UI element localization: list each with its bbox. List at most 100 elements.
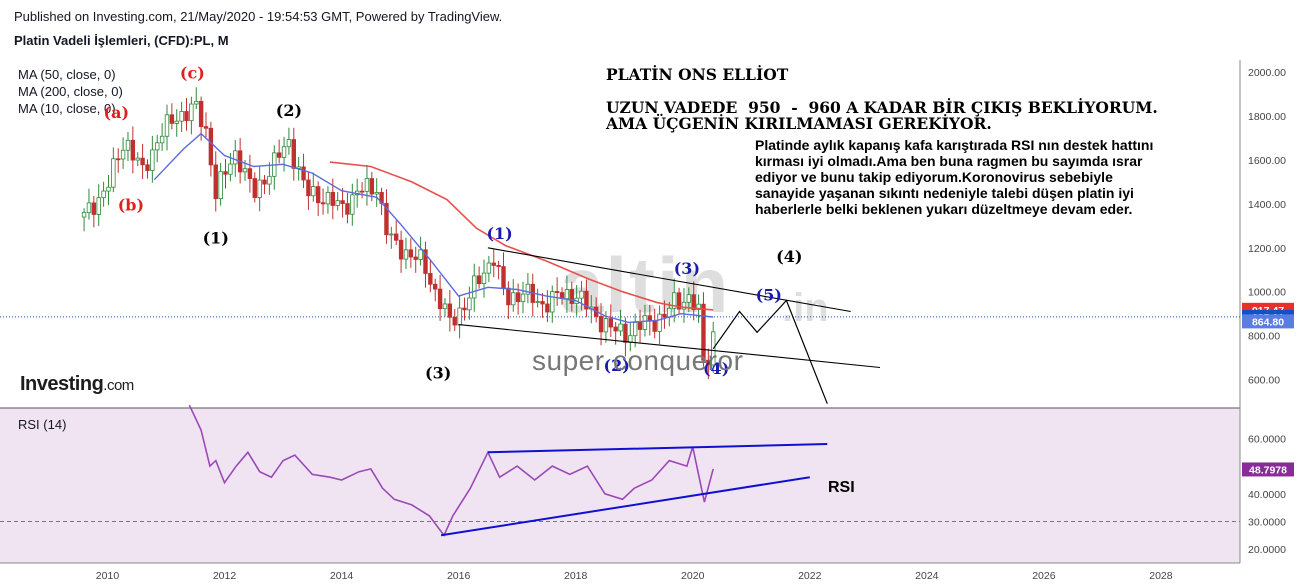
rsi-tick-label: 30.0000 <box>1248 516 1286 528</box>
candle-body <box>696 303 701 310</box>
logo-suffix: .com <box>103 377 134 394</box>
candle-body <box>218 171 223 200</box>
symbol-title: Platin Vadeli İşlemleri, (CFD):PL, M <box>14 33 229 48</box>
candle-body <box>252 178 257 198</box>
ma50-line <box>329 161 714 311</box>
wave-label: (5) <box>756 285 782 304</box>
candle-body <box>398 239 404 260</box>
wave-label: (1) <box>486 224 512 243</box>
candle-body <box>632 322 638 337</box>
candle-body <box>437 288 443 310</box>
candle-body <box>701 303 706 361</box>
annotation-subtitle-line1: UZUN VADEDE 950 - 960 A KADAR BİR ÇIKIŞ … <box>606 98 1158 117</box>
price-tick-label: 1200.00 <box>1248 243 1286 255</box>
wave-label: (4) <box>776 247 802 266</box>
candle-body <box>618 323 623 332</box>
candle-body <box>198 100 204 127</box>
candle-body <box>96 197 101 215</box>
wave-label: (2) <box>276 101 302 120</box>
candle-body <box>116 158 121 161</box>
candle-body <box>623 323 628 343</box>
ma-legend-200: MA (200, close, 0) <box>18 84 123 99</box>
candle-body <box>281 146 287 158</box>
price-label-badge <box>1242 314 1294 329</box>
rsi-tick-label: 60.0000 <box>1248 433 1286 445</box>
candle-body <box>384 202 389 236</box>
candle-body <box>262 179 267 185</box>
candle-body <box>442 303 448 310</box>
time-tick-label: 2016 <box>447 570 471 582</box>
candle-body <box>408 249 414 258</box>
time-tick-label: 2010 <box>96 570 120 582</box>
rsi-legend: RSI (14) <box>18 417 67 432</box>
candle-body <box>642 315 648 330</box>
candle-body <box>223 171 228 175</box>
candle-body <box>428 273 433 285</box>
candle-body <box>369 178 375 195</box>
candle-body <box>81 212 87 218</box>
rsi-line <box>188 404 714 537</box>
candle-body <box>637 322 643 330</box>
candle-body <box>584 290 589 310</box>
price-tick-label: 1800.00 <box>1248 111 1286 123</box>
candle-body <box>525 283 531 295</box>
candle-body <box>394 233 399 241</box>
rsi-trendline <box>440 476 810 537</box>
time-tick-label: 2014 <box>330 570 354 582</box>
candle-body <box>608 318 613 328</box>
candle-body <box>208 127 214 166</box>
rsi-value-badge <box>1242 462 1294 477</box>
annotation-subtitle-line2: AMA ÜÇGENİN KIRILMAMASI GEREKİYOR. <box>606 114 992 133</box>
candle-body <box>481 272 487 285</box>
candle-body <box>111 158 116 188</box>
price-tick-label: 600.00 <box>1248 375 1280 387</box>
candle-body <box>315 186 321 204</box>
candle-body <box>150 149 155 171</box>
candle-body <box>433 283 438 290</box>
candle-body <box>340 200 345 204</box>
candle-body <box>628 335 633 343</box>
rsi-tick-label: 40.0000 <box>1248 489 1286 501</box>
price-tick-label: 1400.00 <box>1248 199 1286 211</box>
candle-body <box>598 316 604 333</box>
candle-body <box>476 275 482 285</box>
candle-body <box>403 249 409 260</box>
candle-body <box>213 164 218 200</box>
candle-body <box>423 249 428 274</box>
candle-body <box>418 249 423 260</box>
candle-body <box>242 168 248 173</box>
annotation-title: PLATİN ONS ELLİOT <box>606 65 789 84</box>
published-line: Published on Investing.com, 21/May/2020 … <box>14 9 503 24</box>
candle-body <box>603 318 609 333</box>
logo-main: Investing <box>20 373 104 395</box>
rsi-annotation: RSI <box>828 479 855 496</box>
rsi-tick-label: 20.0000 <box>1248 544 1286 556</box>
candle-body <box>472 275 477 299</box>
candle-body <box>564 289 570 300</box>
annotation-note: Platinde aylık kapanış kafa karıştırada … <box>755 137 1154 217</box>
rsi-trendline <box>487 443 828 454</box>
candle-body <box>652 320 657 332</box>
candle-body <box>452 316 457 326</box>
candle-body <box>706 359 711 366</box>
candle-body <box>545 303 550 313</box>
candle-body <box>515 292 521 303</box>
candle-body <box>467 297 472 311</box>
candle-body <box>194 100 199 105</box>
price-tick-label: 800.00 <box>1248 331 1280 343</box>
candle-body <box>228 163 233 175</box>
candle-body <box>506 287 511 306</box>
time-tick-label: 2018 <box>564 570 588 582</box>
time-tick-label: 2028 <box>1149 570 1173 582</box>
wave-label: (4) <box>703 359 729 378</box>
candle-body <box>501 266 506 289</box>
candle-body <box>320 202 326 205</box>
candle-body <box>457 307 462 326</box>
candle-body <box>276 152 282 158</box>
candle-body <box>657 313 662 332</box>
candle-body <box>130 139 136 161</box>
candle-body <box>120 149 126 160</box>
ma10-line <box>153 132 714 324</box>
candle-body <box>291 139 296 169</box>
